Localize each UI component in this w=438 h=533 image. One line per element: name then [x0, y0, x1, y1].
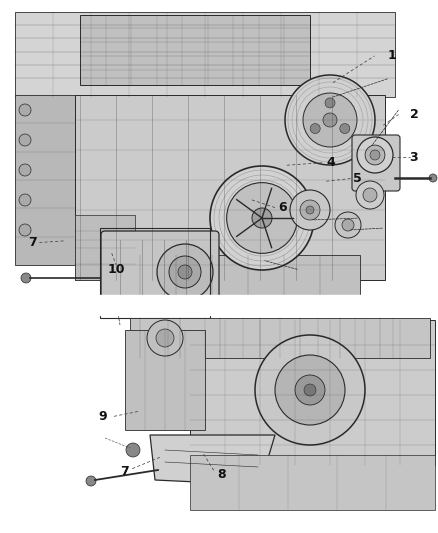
Circle shape — [169, 256, 201, 288]
Circle shape — [285, 75, 375, 165]
Circle shape — [303, 93, 357, 147]
Text: 8: 8 — [217, 468, 226, 481]
Text: 5: 5 — [353, 172, 361, 185]
Bar — [130, 255, 360, 300]
Circle shape — [429, 174, 437, 182]
Bar — [130, 318, 430, 358]
Circle shape — [306, 206, 314, 214]
Circle shape — [147, 320, 183, 356]
Bar — [190, 455, 435, 510]
Text: 4: 4 — [326, 156, 335, 169]
Polygon shape — [150, 435, 275, 485]
Circle shape — [323, 113, 337, 127]
Bar — [80, 15, 310, 85]
Circle shape — [210, 166, 314, 270]
FancyBboxPatch shape — [352, 135, 400, 191]
Bar — [15, 12, 395, 97]
Circle shape — [157, 244, 213, 300]
Circle shape — [19, 224, 31, 236]
Circle shape — [340, 124, 350, 134]
FancyBboxPatch shape — [101, 231, 219, 314]
Circle shape — [356, 181, 384, 209]
Circle shape — [226, 183, 297, 253]
Circle shape — [325, 98, 335, 108]
Circle shape — [275, 355, 345, 425]
Circle shape — [21, 273, 31, 283]
Circle shape — [156, 329, 174, 347]
Bar — [190, 320, 435, 465]
Text: 3: 3 — [410, 151, 418, 164]
Circle shape — [178, 265, 192, 279]
Bar — [75, 95, 385, 280]
Circle shape — [300, 200, 320, 220]
Circle shape — [255, 335, 365, 445]
Circle shape — [252, 208, 272, 228]
Circle shape — [335, 212, 361, 238]
Circle shape — [365, 145, 385, 165]
Circle shape — [310, 124, 320, 134]
Text: 7: 7 — [120, 465, 129, 478]
Text: 7: 7 — [28, 236, 37, 249]
Circle shape — [126, 443, 140, 457]
Circle shape — [304, 384, 316, 396]
Circle shape — [295, 375, 325, 405]
Text: 9: 9 — [99, 410, 107, 423]
Circle shape — [290, 190, 330, 230]
Text: 10: 10 — [107, 263, 125, 276]
Circle shape — [19, 164, 31, 176]
Circle shape — [86, 476, 96, 486]
Bar — [15, 95, 75, 265]
Bar — [75, 215, 135, 280]
Text: 6: 6 — [278, 201, 287, 214]
Circle shape — [370, 150, 380, 160]
Circle shape — [342, 219, 354, 231]
Text: 2: 2 — [410, 108, 418, 121]
Text: 1: 1 — [388, 50, 396, 62]
Circle shape — [363, 188, 377, 202]
Circle shape — [19, 134, 31, 146]
Circle shape — [19, 104, 31, 116]
Circle shape — [19, 194, 31, 206]
Circle shape — [357, 137, 393, 173]
Bar — [125, 330, 205, 430]
